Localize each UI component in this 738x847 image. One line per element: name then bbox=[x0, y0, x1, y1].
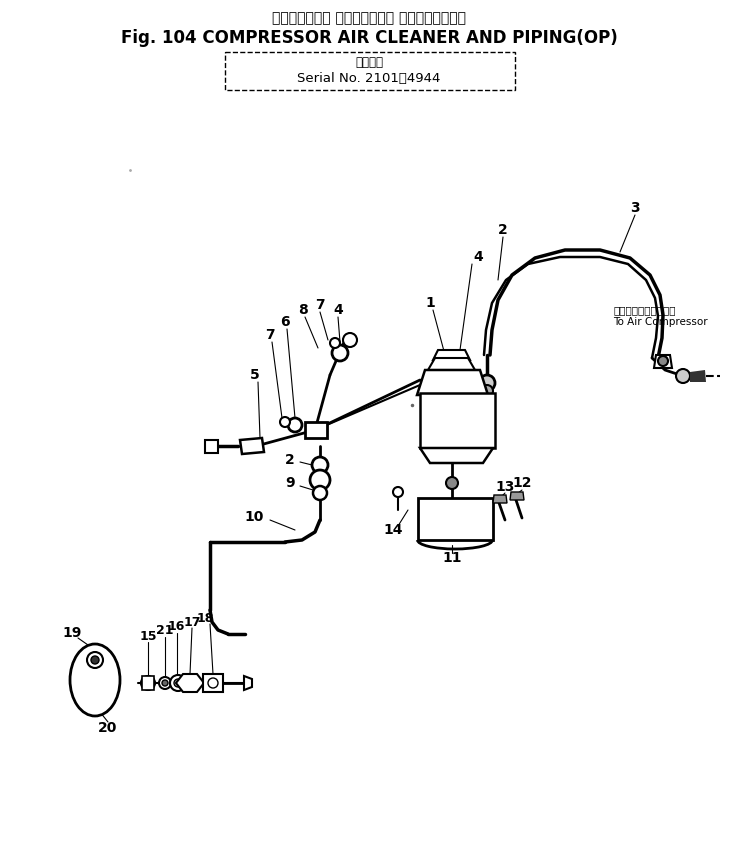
Text: 3: 3 bbox=[630, 201, 640, 215]
Text: 2: 2 bbox=[286, 453, 295, 467]
Text: 4: 4 bbox=[473, 250, 483, 264]
Circle shape bbox=[343, 333, 357, 347]
Circle shape bbox=[446, 477, 458, 489]
Circle shape bbox=[280, 417, 290, 427]
Circle shape bbox=[208, 678, 218, 688]
Polygon shape bbox=[690, 370, 706, 382]
Text: 19: 19 bbox=[62, 626, 82, 640]
Circle shape bbox=[159, 677, 171, 689]
Circle shape bbox=[170, 675, 186, 691]
Polygon shape bbox=[493, 495, 507, 503]
Text: 21: 21 bbox=[156, 624, 173, 638]
Polygon shape bbox=[244, 676, 252, 690]
Circle shape bbox=[330, 338, 340, 348]
Bar bbox=[203, 674, 223, 692]
Polygon shape bbox=[176, 674, 204, 692]
Text: To Air Compressor: To Air Compressor bbox=[613, 317, 708, 327]
Text: 18: 18 bbox=[196, 612, 214, 624]
Text: 12: 12 bbox=[512, 476, 532, 490]
Text: エアーコンプレッサへ: エアーコンプレッサへ bbox=[613, 305, 675, 315]
Circle shape bbox=[312, 457, 328, 473]
Text: 1: 1 bbox=[425, 296, 435, 310]
Circle shape bbox=[288, 418, 302, 432]
Circle shape bbox=[310, 470, 330, 490]
Circle shape bbox=[479, 375, 495, 391]
FancyBboxPatch shape bbox=[225, 52, 515, 90]
Circle shape bbox=[313, 486, 327, 500]
Text: 10: 10 bbox=[244, 510, 264, 524]
Circle shape bbox=[393, 487, 403, 497]
Circle shape bbox=[91, 656, 99, 664]
Text: 7: 7 bbox=[315, 298, 325, 312]
Polygon shape bbox=[205, 440, 218, 453]
Text: 9: 9 bbox=[286, 476, 295, 490]
Text: 14: 14 bbox=[383, 523, 403, 537]
Text: 20: 20 bbox=[98, 721, 117, 735]
Text: 適用号機: 適用号機 bbox=[355, 56, 383, 69]
Circle shape bbox=[332, 345, 348, 361]
Text: 15: 15 bbox=[139, 629, 156, 643]
Circle shape bbox=[174, 679, 182, 687]
Bar bbox=[420, 393, 495, 448]
Text: Serial No. 2101－4944: Serial No. 2101－4944 bbox=[297, 71, 441, 85]
Text: 5: 5 bbox=[250, 368, 260, 382]
Text: 4: 4 bbox=[333, 303, 343, 317]
Bar bbox=[142, 676, 154, 690]
Text: Fig. 104 COMPRESSOR AIR CLEANER AND PIPING(OP): Fig. 104 COMPRESSOR AIR CLEANER AND PIPI… bbox=[120, 29, 618, 47]
Text: 7: 7 bbox=[265, 328, 275, 342]
Text: 16: 16 bbox=[168, 621, 184, 634]
Polygon shape bbox=[417, 370, 488, 395]
Polygon shape bbox=[654, 355, 672, 368]
Text: 13: 13 bbox=[495, 480, 514, 494]
Polygon shape bbox=[428, 358, 475, 370]
Polygon shape bbox=[240, 438, 264, 454]
Circle shape bbox=[141, 676, 155, 690]
Polygon shape bbox=[433, 350, 470, 360]
Bar bbox=[418, 498, 493, 540]
Circle shape bbox=[676, 369, 690, 383]
Circle shape bbox=[481, 385, 493, 397]
Circle shape bbox=[658, 356, 668, 366]
Text: 6: 6 bbox=[280, 315, 290, 329]
Text: 11: 11 bbox=[442, 551, 462, 565]
Text: 17: 17 bbox=[183, 616, 201, 628]
Polygon shape bbox=[510, 492, 524, 500]
Ellipse shape bbox=[70, 644, 120, 716]
Circle shape bbox=[87, 652, 103, 668]
Circle shape bbox=[162, 680, 168, 686]
Text: 2: 2 bbox=[498, 223, 508, 237]
Text: 8: 8 bbox=[298, 303, 308, 317]
Bar bbox=[305, 422, 327, 438]
Text: コンプレッサー エアークリーナ およびパイピング: コンプレッサー エアークリーナ およびパイピング bbox=[272, 11, 466, 25]
Polygon shape bbox=[420, 448, 493, 463]
